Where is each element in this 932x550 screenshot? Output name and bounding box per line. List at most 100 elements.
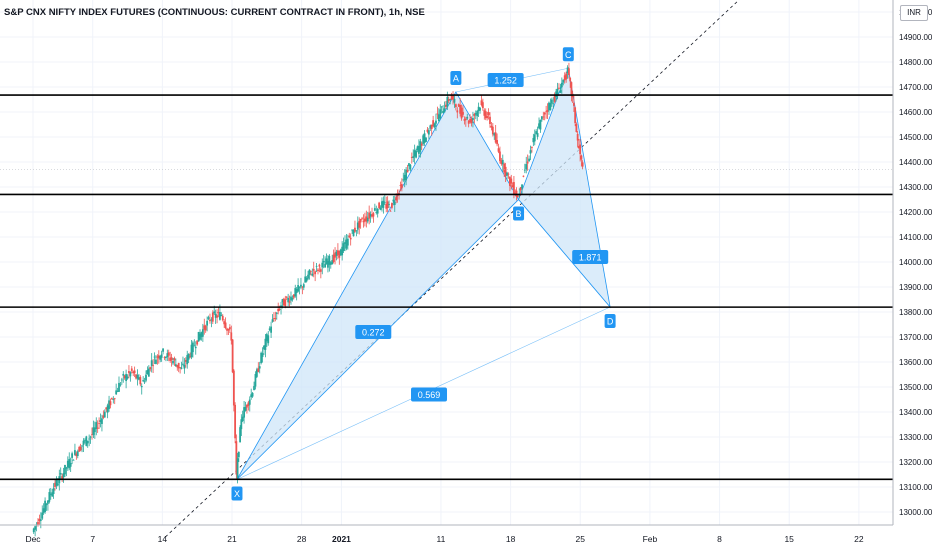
candle-body (288, 301, 291, 303)
candle-body (446, 96, 449, 107)
pattern-xab[interactable] (236, 91, 520, 480)
candle-body (364, 218, 366, 222)
candle-body (221, 315, 224, 321)
candle-body (382, 200, 385, 208)
pattern-bcd[interactable] (518, 66, 611, 309)
y-tick-label: 13900.00 (899, 283, 932, 292)
candle-body (445, 104, 447, 107)
candle-body (213, 311, 216, 314)
candle-body (271, 319, 274, 322)
candle-body (477, 106, 480, 111)
candle-body (170, 357, 173, 361)
candle-body (439, 109, 442, 119)
candle-body (496, 140, 498, 145)
candle-body (163, 357, 166, 359)
candle-body (176, 364, 179, 368)
candle-body (123, 375, 126, 379)
candle-body (429, 125, 432, 129)
candle-body (328, 255, 331, 265)
candle-body (248, 399, 251, 405)
x-tick-label: 7 (90, 534, 95, 544)
candle-body (486, 116, 489, 119)
candle-body (346, 238, 349, 246)
candle-body (386, 201, 389, 208)
candle-body (312, 268, 315, 271)
x-tick-label: 8 (717, 534, 722, 544)
candle-body (423, 133, 426, 143)
candle-body (573, 102, 575, 106)
candle-body (540, 116, 543, 120)
candle-body (501, 159, 504, 165)
candle-body (49, 493, 52, 495)
x-tick-label: 25 (576, 534, 586, 544)
candle-body (98, 422, 100, 424)
candle-body (362, 220, 365, 223)
candle-body (235, 441, 238, 475)
candle-body (241, 416, 244, 422)
candle-body (523, 169, 526, 171)
candle-body (435, 120, 437, 124)
candle-body (354, 227, 356, 232)
candle-body (322, 260, 325, 263)
candle-body (196, 340, 199, 345)
candle-body (454, 104, 457, 108)
candle-body (516, 196, 519, 198)
candle-body (281, 299, 284, 303)
candle-body (115, 390, 118, 395)
candle-body (366, 217, 369, 222)
candle-body (406, 170, 409, 173)
candle-body (264, 338, 267, 350)
candle-body (550, 99, 553, 104)
candle-body (470, 118, 473, 124)
y-axis-panel[interactable] (893, 0, 932, 550)
candle-body (548, 102, 550, 111)
candle-body (159, 355, 162, 360)
candle-body (453, 98, 456, 103)
y-tick-label: 13700.00 (899, 333, 932, 342)
candle-body (443, 108, 446, 113)
candle-body (432, 120, 435, 127)
candle-body (139, 377, 142, 385)
candle-body (356, 222, 359, 230)
candle-body (568, 68, 570, 76)
candle-body (558, 87, 560, 89)
x-tick-label: Dec (25, 534, 41, 544)
candle-body (44, 500, 46, 513)
candle-body (226, 328, 228, 331)
candle-body (284, 299, 287, 307)
candle-body (494, 132, 497, 143)
candle-body (220, 315, 223, 316)
x-tick-label: 2021 (332, 534, 351, 544)
candle-body (239, 427, 241, 443)
candle-body (529, 150, 532, 154)
candle-body (81, 445, 83, 447)
trendline[interactable] (165, 0, 740, 538)
candle-body (254, 373, 257, 387)
candle-body (82, 440, 85, 445)
candle-body (467, 120, 470, 124)
candle-body (39, 519, 42, 521)
candle-body (379, 207, 382, 210)
harmonic-pattern[interactable] (236, 66, 611, 480)
candle-body (416, 146, 419, 151)
candle-body (255, 369, 258, 377)
trendline-line[interactable] (165, 0, 740, 538)
candle-body (329, 262, 332, 265)
candle-body (409, 164, 412, 170)
candle-body (180, 367, 183, 369)
candle-body (565, 73, 568, 80)
candle-body (240, 419, 243, 430)
candle-body (85, 436, 88, 446)
candle-body (519, 187, 522, 191)
candle-body (244, 407, 247, 411)
candle-body (258, 366, 261, 369)
candle-body (506, 172, 508, 176)
pattern-guide (518, 199, 611, 308)
currency-label[interactable]: INR (900, 5, 928, 21)
y-tick-label: 14100.00 (899, 233, 932, 242)
candle-body (65, 467, 68, 469)
candle-body (190, 344, 193, 358)
candle-body (120, 379, 123, 381)
y-tick-label: 13300.00 (899, 433, 932, 442)
